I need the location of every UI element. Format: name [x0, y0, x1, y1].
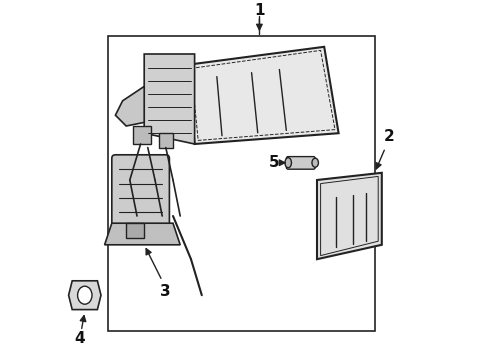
Ellipse shape — [312, 158, 318, 167]
FancyBboxPatch shape — [126, 223, 144, 238]
Text: 4: 4 — [74, 331, 85, 346]
Text: 5: 5 — [269, 154, 279, 170]
Polygon shape — [69, 281, 101, 310]
Polygon shape — [144, 54, 195, 144]
Ellipse shape — [285, 158, 292, 168]
FancyBboxPatch shape — [286, 157, 315, 169]
FancyBboxPatch shape — [112, 155, 170, 227]
Polygon shape — [317, 173, 382, 259]
Text: 3: 3 — [161, 284, 171, 299]
Polygon shape — [187, 47, 339, 144]
Polygon shape — [159, 133, 173, 148]
Ellipse shape — [77, 286, 92, 304]
Text: 2: 2 — [384, 129, 394, 144]
Polygon shape — [104, 223, 180, 245]
Polygon shape — [116, 86, 144, 126]
Text: 1: 1 — [254, 3, 265, 18]
Polygon shape — [133, 126, 151, 144]
